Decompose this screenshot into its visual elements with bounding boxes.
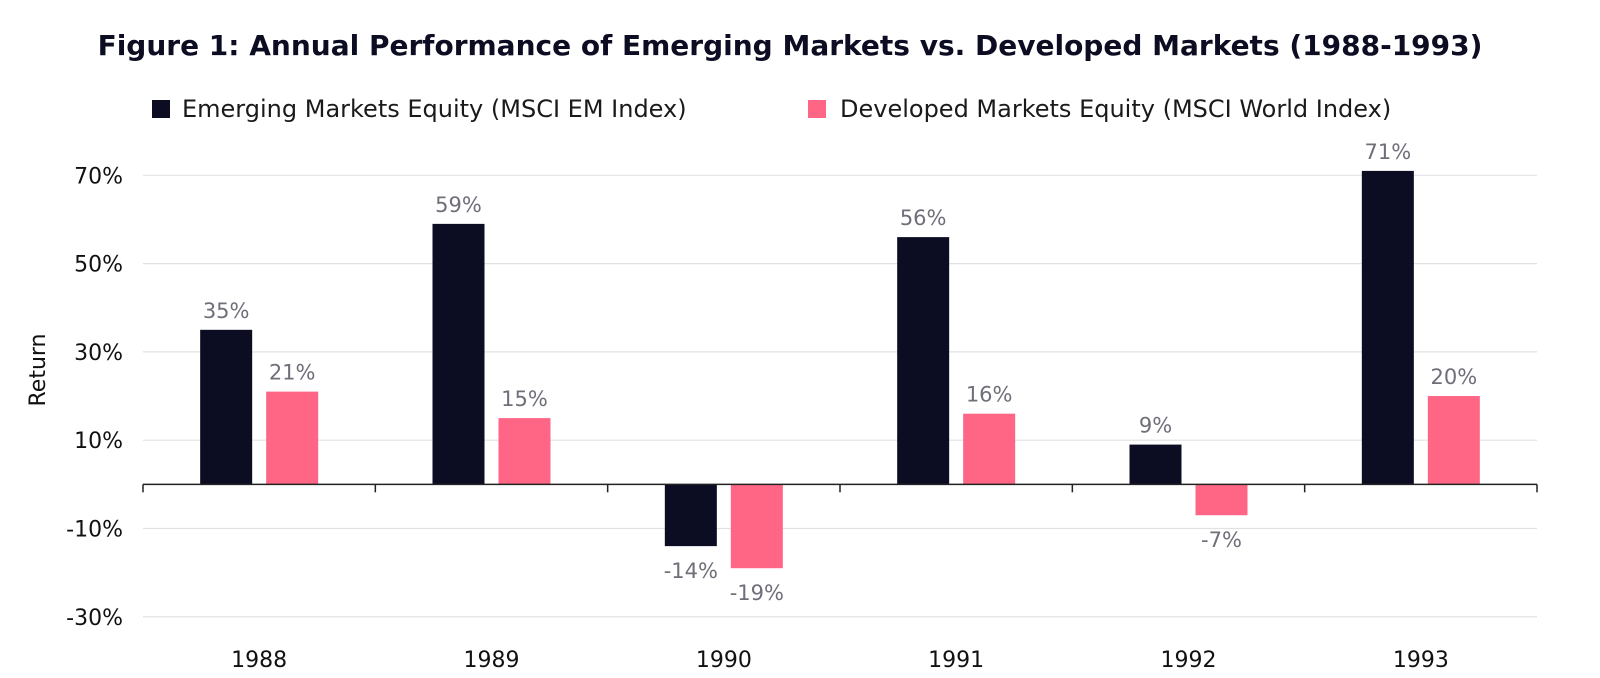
- legend-label-emerging: Emerging Markets Equity (MSCI EM Index): [182, 95, 687, 123]
- y-tick-label: 30%: [74, 341, 123, 366]
- data-label: 20%: [1430, 365, 1477, 389]
- bar-developed: [1427, 396, 1480, 485]
- x-tick-label: 1990: [696, 648, 752, 673]
- data-label: 15%: [501, 387, 548, 411]
- y-tick-label: 10%: [74, 429, 123, 454]
- y-axis-ticks: 70% 50% 30% 10% -10% -30%: [66, 164, 123, 630]
- data-label: -7%: [1201, 528, 1242, 552]
- x-axis: [142, 483, 1538, 493]
- bar-developed: [266, 391, 319, 485]
- gridlines: [143, 174, 1537, 618]
- x-tick-label: 1988: [231, 648, 287, 673]
- bar-emerging: [1361, 170, 1414, 485]
- legend: Emerging Markets Equity (MSCI EM Index) …: [152, 95, 1391, 123]
- bar-developed: [1195, 484, 1248, 516]
- data-label: -14%: [664, 559, 718, 583]
- x-axis-ticks: 1988 1989 1990 1991 1992 1993: [231, 648, 1449, 673]
- y-axis-label: Return: [26, 333, 51, 406]
- y-tick-label: 70%: [74, 164, 123, 189]
- data-label: 21%: [269, 361, 316, 385]
- bar-developed: [730, 484, 783, 569]
- bar-developed: [498, 418, 551, 485]
- data-label: 35%: [203, 299, 250, 323]
- data-label: 59%: [435, 193, 482, 217]
- bar-emerging: [432, 223, 485, 485]
- y-tick-label: 50%: [74, 253, 123, 278]
- data-label: -19%: [730, 581, 784, 605]
- data-label: 56%: [900, 206, 947, 230]
- x-tick-label: 1993: [1393, 648, 1449, 673]
- data-label: 16%: [966, 383, 1013, 407]
- y-tick-label: -30%: [66, 606, 123, 631]
- y-tick-label: -10%: [66, 517, 123, 542]
- data-label: 71%: [1364, 140, 1411, 164]
- legend-item-developed: Developed Markets Equity (MSCI World Ind…: [808, 95, 1391, 123]
- bar-emerging: [200, 329, 253, 485]
- chart-title: Figure 1: Annual Performance of Emerging…: [98, 29, 1483, 62]
- bar-emerging: [897, 237, 950, 485]
- legend-label-developed: Developed Markets Equity (MSCI World Ind…: [840, 95, 1391, 123]
- bar-emerging: [1129, 444, 1182, 485]
- data-labels: 35% 21% 59% 15% -14% -19% 56% 16% 9% -7% 71% 20%: [203, 140, 1477, 605]
- x-tick-label: 1992: [1161, 648, 1217, 673]
- bar-emerging: [664, 484, 717, 547]
- bar-developed: [963, 413, 1016, 485]
- bars: [200, 170, 1480, 569]
- x-tick-label: 1989: [464, 648, 520, 673]
- data-label: 9%: [1139, 414, 1172, 438]
- legend-item-emerging: Emerging Markets Equity (MSCI EM Index): [152, 95, 687, 123]
- x-tick-label: 1991: [928, 648, 984, 673]
- legend-swatch-emerging: [152, 100, 170, 118]
- legend-swatch-developed: [808, 100, 826, 118]
